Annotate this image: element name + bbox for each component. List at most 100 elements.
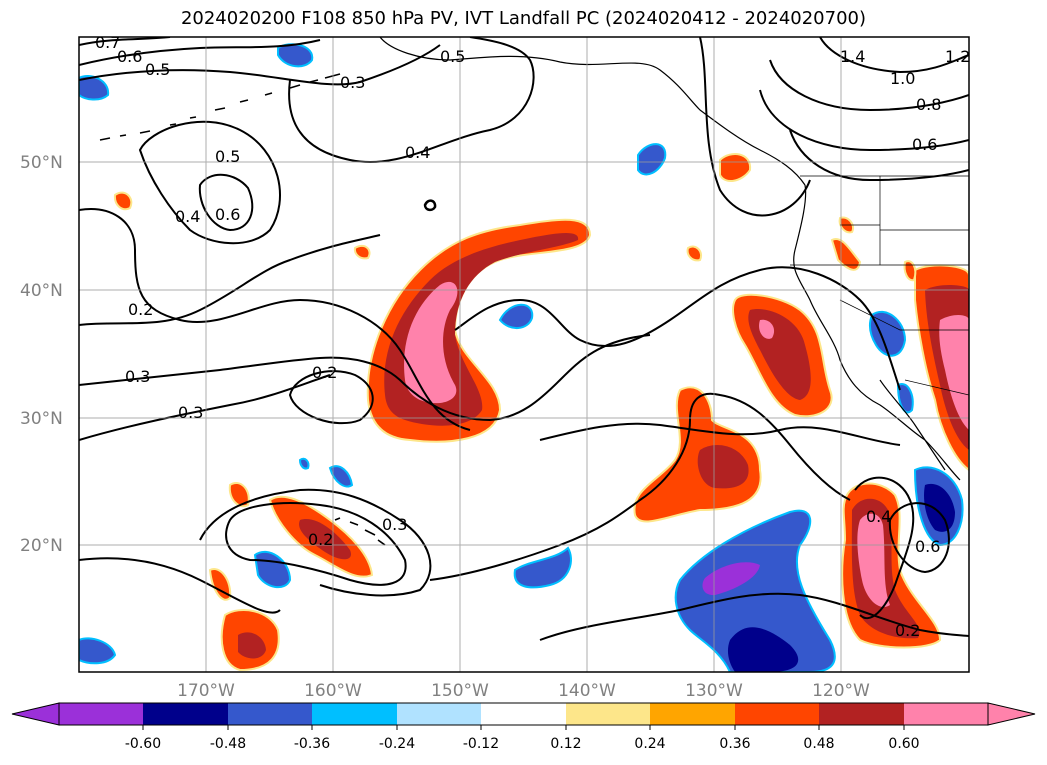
contour-0.6-ring [198,173,254,232]
colorbar-tick-label: -0.12 [463,736,499,752]
contour-0.2-south [225,502,407,586]
contour-1.4 [819,37,969,74]
baja-coast [879,379,946,471]
contour-0.6-ne [789,129,969,182]
negative-anomaly-mid [513,546,572,589]
positive-anomaly-coast-peak [939,315,969,430]
negative-anomaly-coast [868,310,907,357]
positive-anomaly-small-9 [903,260,917,282]
colorbar-tick-label: -0.60 [125,736,161,752]
contour-label: 0.6 [912,135,937,154]
colorbar-segment [59,703,143,725]
colorbar-segment [397,703,481,725]
contour-0.7 [79,37,171,46]
lon-label-140w: 140°W [558,681,616,701]
map-title: 2024020200 F108 850 hPa PV, IVT Landfall… [180,8,867,29]
lat-label-20n: 20°N [20,536,63,556]
colorbar-frame [58,702,989,726]
colorbar-tick-label: -0.48 [210,736,246,752]
contour-east-north [699,37,811,217]
contour-label: 0.2 [312,363,337,382]
contour-label: 0.3 [125,367,150,386]
contour-0.2-long [79,392,851,614]
colorbar-tick-label: 0.24 [634,736,665,752]
positive-anomaly-southeast-peak [857,513,890,608]
negative-anomaly-coast-2 [896,383,914,414]
colorbar-segment [481,703,566,725]
contour-label: 0.6 [117,47,142,66]
contour-label: 0.4 [175,207,200,226]
contour-east-wave [454,266,901,391]
positive-anomaly-southwest-core [238,632,266,659]
colorbar-segment [735,703,819,725]
colorbar-segment [819,703,904,725]
contour-label: 0.3 [382,515,407,534]
contour-ring-se [888,502,950,574]
contour-0.5-nw [79,44,441,86]
alaska-coast [379,37,806,186]
negative-anomaly-south-core [727,627,799,672]
state-borders [790,176,969,396]
positive-anomaly-east-peak [759,319,775,339]
contour-label: 0.2 [128,300,153,319]
contour-label: 0.3 [340,73,365,92]
colorbar: -0.60 -0.48 -0.36 -0.24 -0.12 0.12 0.24 … [11,702,1036,752]
negative-anomaly-west [79,75,110,101]
contour-lower [539,592,969,641]
negative-anomaly-south-peak [702,562,760,596]
colorbar-tick-label: -0.36 [294,736,330,752]
contour-label: 0.2 [308,530,333,549]
contour-0.6-nw [79,39,321,66]
contour-loop-small [423,199,437,212]
graticule [79,37,969,672]
colorbar-segment [904,703,988,725]
contour-label-layer: 0.7 0.6 0.5 0.3 0.5 1.4 1.2 1.0 0.8 0.6 … [95,33,969,640]
aleutian-islands [99,73,341,141]
contour-0.3-long [79,374,901,446]
lon-label-120w: 120°W [812,681,870,701]
contour-label: 0.5 [145,60,170,79]
negative-anomaly-west-3 [328,465,354,488]
contour-label: 0.6 [915,537,940,556]
colorbar-tick-label: 0.48 [803,736,834,752]
positive-anomaly-small-4 [353,244,371,260]
colorbar-segment [312,703,397,725]
contour-0.3-south [199,488,432,597]
positive-anomaly-west-core [299,519,351,560]
lon-label-130w: 130°W [685,681,743,701]
contour-label: 0.7 [95,33,120,52]
lon-label-170w: 170°W [177,681,235,701]
colorbar-tick-label: -0.24 [379,736,415,752]
map-frame [78,36,970,673]
lat-label-30n: 30°N [20,409,63,429]
negative-anomaly-west-5 [298,457,310,470]
colorbar-ticks [142,725,905,730]
contour-label: 0.5 [440,47,465,66]
hawaii-islands [334,517,386,546]
contour-label: 0.8 [916,95,941,114]
contour-label: 0.5 [215,147,240,166]
colorbar-segment [143,703,228,725]
positive-anomaly-small-6 [686,245,702,262]
negative-anomaly-north [637,143,667,176]
contour-label: 0.3 [178,403,203,422]
contour-0.4-big [79,208,471,431]
colorbar-tick-label: 0.60 [888,736,919,752]
colorbar-segment [650,703,735,725]
contour-1.0 [769,59,969,112]
positive-anomaly-peak [404,281,458,404]
contour-0.3-west [79,234,381,326]
colorbar-tick-label: 0.36 [719,736,750,752]
lon-label-160w: 160°W [304,681,362,701]
pv-contours [79,37,969,641]
positive-anomaly-small-5 [719,153,752,182]
contour-0.5-ring [138,120,281,245]
lat-label-40n: 40°N [20,281,63,301]
positive-anomaly-small-3 [113,191,133,211]
colorbar-tick-label: 0.12 [550,736,581,752]
contour-label: 1.4 [840,47,865,66]
negative-anomaly-south [674,509,836,672]
contour-label: 0.2 [895,621,920,640]
contour-label: 0.6 [215,205,240,224]
contour-label: 0.4 [866,507,891,526]
